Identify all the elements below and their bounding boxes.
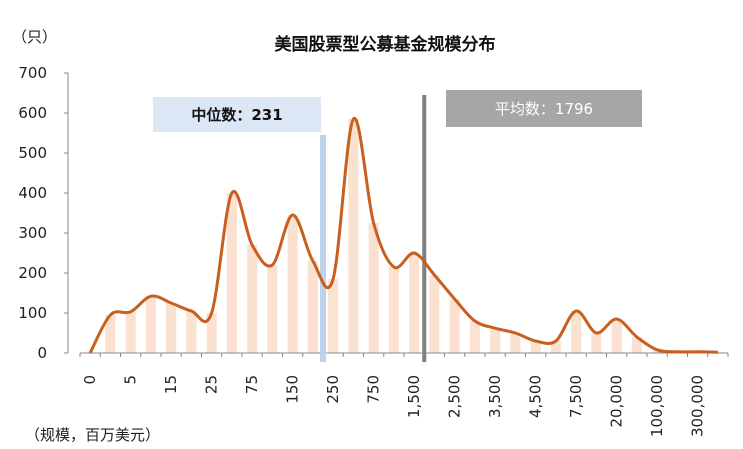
bar-2	[125, 311, 136, 353]
y-tick-label: 300	[18, 224, 47, 242]
chart-title: 美国股票型公募基金规模分布	[275, 34, 496, 55]
x-tick-label: 15	[162, 375, 180, 394]
x-tick-label: 5	[122, 375, 140, 385]
y-tick-label: 0	[37, 344, 47, 362]
bar-4	[166, 303, 177, 353]
bar-16	[409, 253, 420, 353]
bar-27	[631, 337, 642, 353]
y-tick-label: 100	[18, 304, 47, 322]
x-tick-label: 25	[203, 375, 221, 394]
x-tick-label: 300,000	[689, 375, 707, 437]
bar-25	[591, 333, 602, 353]
x-tick-label: 750	[365, 375, 383, 404]
x-tick-label: 4,500	[527, 375, 545, 418]
curve-group	[88, 117, 718, 354]
x-tick-label: 2,500	[446, 375, 464, 418]
bar-7	[226, 193, 237, 353]
y-tick-label: 500	[18, 144, 47, 162]
bar-14	[368, 223, 379, 353]
bar-20	[490, 328, 501, 353]
bar-19	[469, 321, 480, 353]
bar-6	[206, 313, 217, 353]
bar-22	[530, 341, 541, 353]
y-unit-label: （只）	[12, 28, 57, 46]
bar-24	[571, 311, 582, 353]
bar-15	[388, 267, 399, 353]
x-tick-label: 0	[81, 375, 99, 385]
bar-17	[429, 275, 440, 353]
x-tick-label: 3,500	[486, 375, 504, 418]
bar-26	[611, 319, 622, 353]
labels-group: 中位数：231 平均数：1796 美国股票型公募基金规模分布 （只） （规模，百万美元）	[12, 28, 642, 444]
x-tick-label: 1,500	[405, 375, 423, 418]
bars-group	[105, 119, 723, 353]
median-label: 中位数：231	[191, 106, 282, 124]
x-unit-label: （规模，百万美元）	[25, 426, 160, 444]
mean-label: 平均数：1796	[495, 100, 593, 118]
bar-12	[328, 279, 339, 353]
x-tick-label: 150	[284, 375, 302, 404]
bar-1	[105, 315, 116, 353]
bar-21	[510, 333, 521, 353]
x-tick-label: 20,000	[608, 375, 626, 428]
y-tick-label: 400	[18, 184, 47, 202]
distribution-curve	[88, 117, 718, 354]
bar-11	[307, 261, 318, 353]
axes-group: 0 100 200 300 400 500 600 700 0 5 15 25 75 150 250 750 1…	[18, 64, 729, 437]
x-tick-label: 250	[324, 375, 342, 404]
x-tick-label: 100,000	[648, 375, 666, 437]
x-tick-label: 7,500	[567, 375, 585, 418]
bar-18	[449, 299, 460, 353]
bar-10	[287, 215, 298, 353]
bar-9	[267, 265, 278, 353]
bar-8	[247, 245, 258, 353]
reference-lines-group	[320, 95, 427, 362]
y-tick-label: 700	[18, 64, 47, 82]
y-tick-label: 600	[18, 104, 47, 122]
y-tick-label: 200	[18, 264, 47, 282]
bar-13	[348, 119, 359, 353]
bar-23	[550, 341, 561, 353]
bar-5	[186, 311, 197, 353]
bar-3	[145, 296, 156, 353]
median-label-box	[153, 97, 321, 132]
x-tick-label: 75	[243, 375, 261, 394]
mean-label-box	[446, 90, 642, 127]
